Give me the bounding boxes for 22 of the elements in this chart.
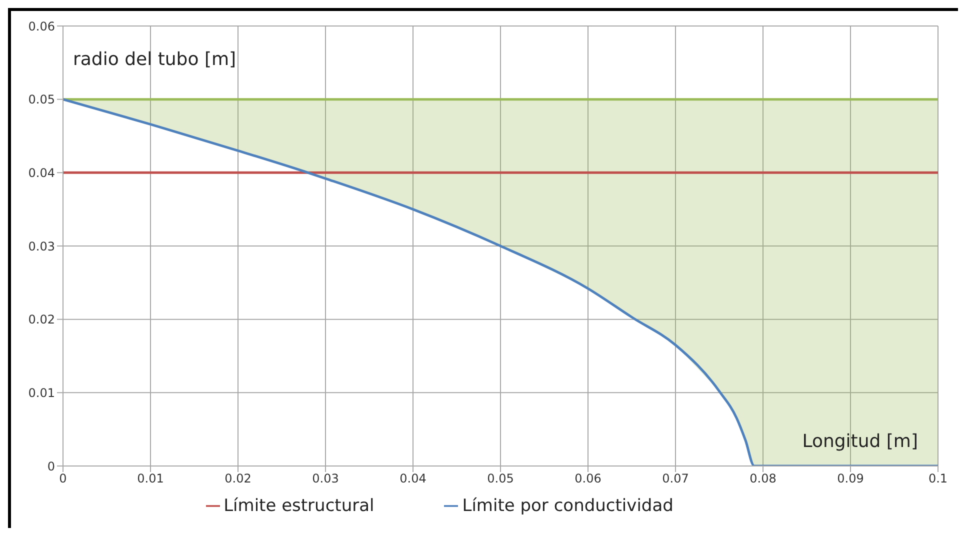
x-tick-label: 0.07 [662, 472, 689, 486]
x-tick-label: 0.02 [224, 472, 252, 486]
legend-label: Límite por conductividad [462, 496, 674, 516]
x-tick-label: 0.1 [928, 472, 948, 486]
y-tick-label: 0.04 [28, 166, 55, 180]
x-axis-title: Longitud [m] [802, 431, 918, 452]
legend-label: Límite estructural [224, 496, 374, 516]
x-tick-label: 0.09 [837, 472, 864, 486]
y-tick-label: 0.02 [28, 312, 55, 327]
y-tick-label: 0.05 [28, 92, 55, 107]
x-tick-label: 0.03 [312, 472, 339, 486]
y-tick-label: 0.03 [28, 239, 55, 254]
x-tick-label: 0 [59, 472, 67, 486]
x-tick-label: 0.04 [400, 472, 426, 486]
y-tick-label: 0 [47, 459, 55, 474]
y-axis-title: radio del tubo [m] [73, 49, 236, 70]
y-tick-label: 0.01 [28, 386, 55, 400]
x-tick-label: 0.01 [137, 472, 164, 486]
x-tick-label: 0.06 [574, 472, 602, 486]
x-tick-label: 0.05 [487, 472, 514, 486]
x-tick-label: 0.08 [750, 472, 776, 486]
y-tick-label: 0.06 [28, 19, 55, 34]
